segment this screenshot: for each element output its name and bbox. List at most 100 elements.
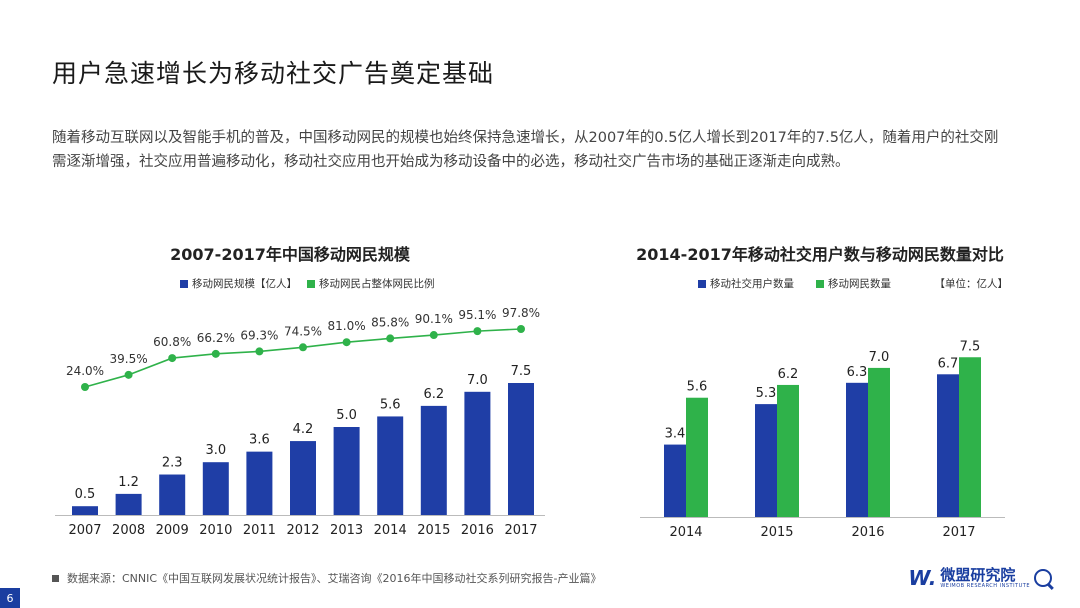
- chart2-x-tick-label: 2017: [942, 525, 975, 540]
- chart1-line-label: 39.5%: [110, 352, 148, 366]
- source-text: 数据来源：CNNIC《中国互联网发展状况统计报告》、艾瑞咨询《2016年中国移动…: [67, 572, 602, 585]
- chart1-legend: 移动网民规模【亿人】 移动网民占整体网民比例: [180, 276, 435, 291]
- chart1-bar: [508, 383, 534, 515]
- chart1-line-point: [211, 349, 220, 358]
- chart2-bar-social-label: 5.3: [756, 386, 777, 401]
- chart1-bar-label: 3.6: [249, 433, 270, 448]
- chart1-line-point: [517, 325, 525, 333]
- chart1-line-label: 74.5%: [284, 324, 322, 338]
- chart2-bar-netizen-label: 6.2: [778, 367, 799, 382]
- chart2-bar-social-label: 6.3: [847, 365, 868, 380]
- chart1-x-tick-label: 2017: [504, 523, 537, 538]
- chart1-line-label: 97.8%: [502, 306, 540, 320]
- logo-name: 微盟研究院 WEIMOB RESEARCH INSTITUTE: [940, 567, 1030, 589]
- chart1-x-tick-label: 2013: [330, 523, 363, 538]
- chart2-legend-social-label: 移动社交用户数量: [710, 278, 794, 290]
- chart2-bar-social: [664, 444, 686, 517]
- chart1-bar-label: 7.5: [511, 364, 532, 379]
- chart1-title: 2007-2017年中国移动网民规模: [170, 245, 410, 264]
- chart1-line-point: [386, 334, 395, 343]
- chart1-bar-label: 5.0: [336, 408, 357, 423]
- logo-name-en: WEIMOB RESEARCH INSTITUTE: [940, 583, 1030, 589]
- magnifier-icon: [1034, 569, 1052, 587]
- chart1-bar: [464, 391, 491, 515]
- chart1-line-point: [124, 370, 133, 379]
- chart1-x-tick-label: 2012: [286, 523, 319, 538]
- chart1-legend-line: 移动网民占整体网民比例: [307, 276, 435, 291]
- chart1-line-point: [299, 343, 307, 352]
- chart1-line-point: [168, 354, 177, 363]
- legend-swatch-blue: [180, 279, 188, 288]
- chart2-bar-netizen-label: 7.5: [960, 339, 981, 354]
- chart2-bar-netizen-label: 5.6: [687, 380, 708, 395]
- source-note: 数据来源：CNNIC《中国互联网发展状况统计报告》、艾瑞咨询《2016年中国移动…: [52, 570, 602, 586]
- chart1-bar: [202, 462, 229, 515]
- chart1-line-label: 85.8%: [371, 315, 409, 329]
- chart2-bar-netizen: [868, 367, 890, 517]
- logo-name-cn: 微盟研究院: [940, 566, 1016, 584]
- chart1-legend-bar: 移动网民规模【亿人】: [180, 276, 297, 291]
- chart2-bar-social: [755, 404, 777, 517]
- chart1-x-tick-label: 2008: [112, 523, 145, 538]
- chart1-bar: [115, 493, 142, 515]
- chart1-x-tick-label: 2015: [417, 523, 450, 538]
- legend-swatch-green: [307, 279, 315, 288]
- chart2-unit-label: 【单位：亿人】: [934, 278, 1009, 290]
- page-title: 用户急速增长为移动社交广告奠定基础: [52, 59, 495, 88]
- chart1-line-point: [473, 327, 482, 336]
- bullet-square-icon: [52, 574, 59, 582]
- chart1-bar: [290, 441, 316, 515]
- chart1-line-label: 90.1%: [415, 312, 453, 326]
- chart1-bar: [159, 474, 186, 515]
- chart1-bar: [420, 405, 447, 515]
- chart1-x-tick-label: 2016: [461, 523, 494, 538]
- chart1-line-point: [81, 383, 89, 391]
- chart1-line-point: [429, 331, 438, 340]
- page-number: 6: [0, 588, 20, 608]
- chart1-bar-label: 2.3: [162, 456, 183, 471]
- chart2-bar-netizen: [959, 357, 981, 517]
- chart1-x-tick-label: 2011: [243, 523, 276, 538]
- chart2-bar-social-label: 3.4: [665, 427, 686, 442]
- chart1-line-label: 24.0%: [66, 364, 104, 378]
- chart2-legend-social: 移动社交用户数量: [698, 276, 794, 291]
- chart1-bar-label: 1.2: [118, 475, 139, 490]
- chart2-bar-social-label: 6.7: [938, 356, 959, 371]
- chart2-bar-netizen-label: 7.0: [869, 350, 890, 365]
- chart1-line-point: [342, 338, 351, 347]
- chart2-bar-social: [846, 382, 868, 517]
- chart1-line-label: 69.3%: [240, 328, 278, 342]
- chart1-x-tick-label: 2009: [156, 523, 189, 538]
- chart1-x-tick-label: 2007: [68, 523, 101, 538]
- chart1-bar-label: 6.2: [423, 387, 444, 402]
- chart1-bar-label: 3.0: [205, 443, 226, 458]
- chart1-legend-bar-label: 移动网民规模【亿人】: [192, 278, 297, 290]
- chart2-legend: 移动社交用户数量 移动网民数量 【单位：亿人】: [698, 276, 1008, 291]
- logo-mark: W.: [908, 566, 937, 590]
- brand-logo: W. 微盟研究院 WEIMOB RESEARCH INSTITUTE: [908, 566, 1052, 590]
- chart1-bar: [246, 451, 273, 515]
- chart1-bar-label: 7.0: [467, 373, 488, 388]
- chart1-bar-label: 0.5: [75, 487, 96, 502]
- chart1-bar: [72, 506, 98, 515]
- chart1-bar-label: 5.6: [380, 397, 401, 412]
- chart1-x-tick-label: 2010: [199, 523, 232, 538]
- legend-swatch-green: [816, 279, 824, 288]
- chart1-line-label: 81.0%: [328, 319, 366, 333]
- chart2-x-tick-label: 2015: [760, 525, 793, 540]
- chart2-title: 2014-2017年移动社交用户数与移动网民数量对比: [636, 245, 1004, 264]
- chart2-x-tick-label: 2014: [669, 525, 702, 540]
- chart2-legend-netizen-label: 移动网民数量: [828, 278, 891, 290]
- description-text: 随着移动互联网以及智能手机的普及，中国移动网民的规模也始终保持急速增长，从200…: [52, 130, 999, 170]
- chart2-x-tick-label: 2016: [851, 525, 884, 540]
- chart1-bar: [333, 427, 360, 515]
- chart2-bar-social: [937, 374, 959, 517]
- chart2-legend-netizen: 移动网民数量: [816, 276, 891, 291]
- chart2-bar-netizen: [686, 397, 708, 517]
- legend-swatch-blue: [698, 279, 706, 288]
- chart1-bar: [377, 416, 404, 515]
- chart1-bar-label: 4.2: [293, 422, 314, 437]
- chart1-legend-line-label: 移动网民占整体网民比例: [319, 278, 435, 290]
- chart1-line-label: 60.8%: [153, 335, 191, 349]
